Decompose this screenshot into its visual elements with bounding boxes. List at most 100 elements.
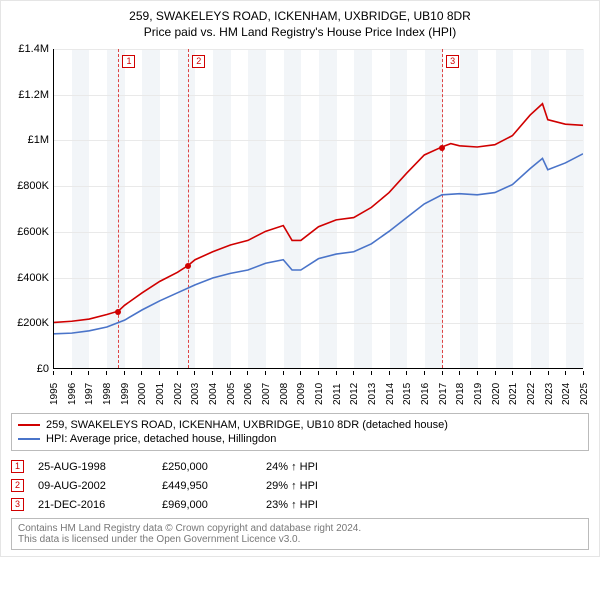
x-tick-label: 2000 <box>137 383 148 405</box>
x-tick-line <box>318 371 319 375</box>
markers-layer: 123 <box>54 49 583 368</box>
x-tick-line <box>212 371 213 375</box>
x-tick-label: 1998 <box>102 383 113 405</box>
x-tick-label: 2018 <box>455 383 466 405</box>
legend-swatch <box>18 424 40 426</box>
chart-container: 259, SWAKELEYS ROAD, ICKENHAM, UXBRIDGE,… <box>0 0 600 557</box>
event-id-box: 3 <box>11 498 24 511</box>
x-tick-label: 2022 <box>526 383 537 405</box>
x-tick-label: 2001 <box>155 383 166 405</box>
event-id-box: 2 <box>11 479 24 492</box>
x-tick-line <box>247 371 248 375</box>
x-tick-label: 2010 <box>314 383 325 405</box>
plot-area: 123 <box>53 49 583 369</box>
event-row: 209-AUG-2002£449,95029% ↑ HPI <box>11 476 589 495</box>
x-tick-label: 1999 <box>120 383 131 405</box>
y-tick-label: £200K <box>11 317 49 329</box>
x-tick-line <box>548 371 549 375</box>
x-tick-line <box>530 371 531 375</box>
footnote-line1: Contains HM Land Registry data © Crown c… <box>18 523 582 534</box>
y-tick-label: £1M <box>11 134 49 146</box>
legend-swatch <box>18 438 40 440</box>
event-dot <box>115 309 121 315</box>
event-delta: 23% ↑ HPI <box>266 499 318 511</box>
x-tick-line <box>124 371 125 375</box>
x-tick-label: 2005 <box>226 383 237 405</box>
event-marker-box: 3 <box>446 55 459 68</box>
x-tick-line <box>512 371 513 375</box>
event-date: 21-DEC-2016 <box>38 499 148 511</box>
x-tick-line <box>424 371 425 375</box>
legend: 259, SWAKELEYS ROAD, ICKENHAM, UXBRIDGE,… <box>11 413 589 451</box>
x-ticks: 1995199619971998199920002001200220032004… <box>53 371 583 405</box>
x-tick-label: 2025 <box>579 383 590 405</box>
x-tick-label: 1995 <box>49 383 60 405</box>
title-subtitle: Price paid vs. HM Land Registry's House … <box>11 25 589 39</box>
x-tick-line <box>106 371 107 375</box>
event-id-box: 1 <box>11 460 24 473</box>
event-delta: 29% ↑ HPI <box>266 480 318 492</box>
y-tick-label: £1.4M <box>11 43 49 55</box>
x-tick-line <box>53 371 54 375</box>
legend-item: HPI: Average price, detached house, Hill… <box>18 432 582 446</box>
x-tick-label: 2023 <box>544 383 555 405</box>
x-tick-line <box>141 371 142 375</box>
x-tick-line <box>565 371 566 375</box>
x-tick-label: 2017 <box>438 383 449 405</box>
x-tick-label: 2002 <box>173 383 184 405</box>
x-tick-line <box>265 371 266 375</box>
x-tick-label: 2004 <box>208 383 219 405</box>
x-tick-line <box>353 371 354 375</box>
x-tick-label: 2011 <box>332 383 343 405</box>
x-tick-label: 2015 <box>402 383 413 405</box>
x-tick-label: 2009 <box>296 383 307 405</box>
legend-label: HPI: Average price, detached house, Hill… <box>46 433 276 445</box>
chart: £0£200K£400K£600K£800K£1M£1.2M£1.4M 123 … <box>11 45 589 405</box>
footnote: Contains HM Land Registry data © Crown c… <box>11 518 589 550</box>
x-tick-line <box>159 371 160 375</box>
x-tick-line <box>406 371 407 375</box>
x-tick-label: 1997 <box>84 383 95 405</box>
x-tick-line <box>194 371 195 375</box>
event-marker-box: 1 <box>122 55 135 68</box>
title-address: 259, SWAKELEYS ROAD, ICKENHAM, UXBRIDGE,… <box>11 9 589 23</box>
x-tick-line <box>477 371 478 375</box>
x-tick-label: 2003 <box>190 383 201 405</box>
legend-item: 259, SWAKELEYS ROAD, ICKENHAM, UXBRIDGE,… <box>18 418 582 432</box>
x-tick-line <box>495 371 496 375</box>
x-tick-line <box>88 371 89 375</box>
x-tick-line <box>300 371 301 375</box>
events-table: 1 25-AUG-1998 £250,000 24% ↑ HPI 209-AUG-200… <box>11 457 589 514</box>
y-tick-label: £400K <box>11 272 49 284</box>
x-tick-line <box>371 371 372 375</box>
x-tick-label: 2006 <box>243 383 254 405</box>
x-tick-line <box>177 371 178 375</box>
x-tick-line <box>71 371 72 375</box>
x-tick-line <box>389 371 390 375</box>
x-tick-label: 2007 <box>261 383 272 405</box>
legend-label: 259, SWAKELEYS ROAD, ICKENHAM, UXBRIDGE,… <box>46 419 448 431</box>
event-delta: 24% ↑ HPI <box>266 461 318 473</box>
x-tick-label: 2024 <box>561 383 572 405</box>
x-tick-line <box>336 371 337 375</box>
x-tick-line <box>442 371 443 375</box>
x-tick-line <box>583 371 584 375</box>
event-date: 25-AUG-1998 <box>38 461 148 473</box>
footnote-line2: This data is licensed under the Open Gov… <box>18 534 582 545</box>
event-price: £250,000 <box>162 461 252 473</box>
event-price: £969,000 <box>162 499 252 511</box>
x-tick-label: 2020 <box>491 383 502 405</box>
x-tick-line <box>230 371 231 375</box>
title-block: 259, SWAKELEYS ROAD, ICKENHAM, UXBRIDGE,… <box>11 9 589 39</box>
y-tick-label: £0 <box>11 363 49 375</box>
y-tick-label: £800K <box>11 180 49 192</box>
event-row: 3 21-DEC-2016 £969,000 23% ↑ HPI <box>11 495 589 514</box>
x-tick-label: 2008 <box>279 383 290 405</box>
x-tick-label: 1996 <box>67 383 78 405</box>
event-row: 1 25-AUG-1998 £250,000 24% ↑ HPI <box>11 457 589 476</box>
x-tick-label: 2012 <box>349 383 360 405</box>
x-tick-label: 2021 <box>508 383 519 405</box>
x-tick-label: 2013 <box>367 383 378 405</box>
x-tick-label: 2019 <box>473 383 484 405</box>
x-tick-label: 2014 <box>385 383 396 405</box>
